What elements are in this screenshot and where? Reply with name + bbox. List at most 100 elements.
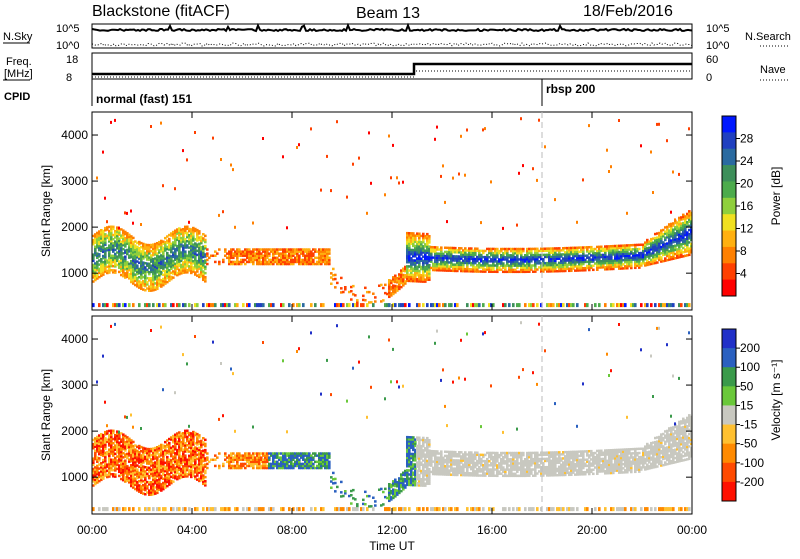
power-cell xyxy=(520,254,523,256)
nsearch-tick-bottom: 10^0 xyxy=(706,40,730,52)
power-cell xyxy=(248,303,251,307)
power-cell xyxy=(104,244,107,246)
date-title: 18/Feb/2016 xyxy=(583,3,673,20)
power-cell xyxy=(518,172,520,175)
power-cell xyxy=(530,250,533,252)
velocity-cell xyxy=(248,452,251,454)
power-cell xyxy=(418,233,421,235)
power-cell xyxy=(604,303,607,307)
velocity-cell xyxy=(208,461,211,463)
colorbar-swatch xyxy=(722,280,736,297)
power-cell xyxy=(320,263,323,265)
colorbar-swatch xyxy=(722,181,736,198)
velocity-cell xyxy=(198,434,201,436)
power-cell xyxy=(150,125,152,128)
power-cell xyxy=(674,218,676,221)
velocity-cell xyxy=(204,480,207,482)
power-cell xyxy=(500,250,503,252)
power-cell xyxy=(382,287,385,289)
power-cell xyxy=(436,246,439,248)
power-cell xyxy=(174,187,176,190)
power-cell xyxy=(570,270,573,272)
velocity-cell xyxy=(106,507,109,511)
velocity-cell xyxy=(272,467,275,469)
velocity-cell xyxy=(200,446,203,448)
power-cell xyxy=(538,119,540,122)
velocity-cell xyxy=(214,465,217,467)
power-cell xyxy=(428,274,431,276)
velocity-cell xyxy=(108,455,111,457)
power-cell xyxy=(266,257,269,259)
power-cell xyxy=(124,303,127,307)
velocity-cell xyxy=(268,459,271,461)
power-cell xyxy=(104,254,107,256)
power-cell xyxy=(418,264,421,266)
power-cell xyxy=(592,265,595,267)
power-cell xyxy=(252,263,255,265)
power-colorbar-label: Power [dB] xyxy=(769,167,783,226)
velocity-cell xyxy=(202,507,205,511)
power-cell xyxy=(584,269,587,271)
power-cell xyxy=(344,288,347,290)
velocity-heatmap xyxy=(92,321,695,511)
freq-label-2: [MHz] xyxy=(4,68,33,80)
power-cell xyxy=(140,223,142,226)
velocity-cell xyxy=(160,326,162,329)
power-cell xyxy=(496,254,499,256)
velocity-cell xyxy=(156,492,159,494)
power-cell xyxy=(446,220,448,223)
power-cell xyxy=(224,248,227,250)
power-cell xyxy=(124,211,126,214)
velocity-cell xyxy=(186,430,189,432)
power-cell xyxy=(470,247,473,249)
power-cell xyxy=(356,299,359,301)
velocity-cell xyxy=(220,362,222,365)
power-cell xyxy=(652,191,654,194)
power-cell xyxy=(504,267,507,269)
power-cell xyxy=(314,303,317,307)
velocity-cell xyxy=(184,454,187,456)
power-cell xyxy=(198,230,201,232)
velocity-cell xyxy=(252,467,255,469)
power-cell xyxy=(486,262,489,264)
nave-label: Nave xyxy=(760,64,786,76)
velocity-cell xyxy=(196,474,199,476)
power-cell xyxy=(110,121,112,124)
power-cell xyxy=(334,274,337,276)
velocity-cell xyxy=(118,431,120,434)
power-cell xyxy=(202,250,205,252)
power-cell xyxy=(182,149,184,152)
velocity-cell xyxy=(288,507,291,511)
power-cell xyxy=(106,220,108,223)
power-cell xyxy=(444,201,446,204)
velocity-cell xyxy=(188,425,190,428)
colorbar-swatch xyxy=(722,116,736,133)
power-cell xyxy=(678,173,680,176)
power-cell xyxy=(624,303,627,307)
velocity-cell xyxy=(276,461,279,463)
power-cell xyxy=(216,252,219,254)
velocity-cell xyxy=(204,449,207,451)
power-cell xyxy=(102,151,104,154)
power-cell xyxy=(576,221,578,224)
power-cell xyxy=(504,303,507,307)
power-cell xyxy=(640,303,643,307)
power-cell xyxy=(476,248,479,250)
y-tick-label: 4000 xyxy=(61,128,88,142)
power-cell xyxy=(186,158,188,161)
power-cell xyxy=(204,241,207,243)
power-cell xyxy=(518,303,521,307)
velocity-cell xyxy=(196,507,199,511)
velocity-cell xyxy=(282,507,285,511)
power-cell xyxy=(460,135,462,138)
power-cell xyxy=(364,287,367,289)
power-cell xyxy=(658,123,660,126)
velocity-cell xyxy=(140,427,142,430)
power-cell xyxy=(460,247,463,249)
power-cell xyxy=(194,131,196,134)
power-cell xyxy=(204,278,207,280)
power-cell xyxy=(656,123,658,126)
power-cell xyxy=(164,303,167,307)
power-cell xyxy=(660,256,663,258)
